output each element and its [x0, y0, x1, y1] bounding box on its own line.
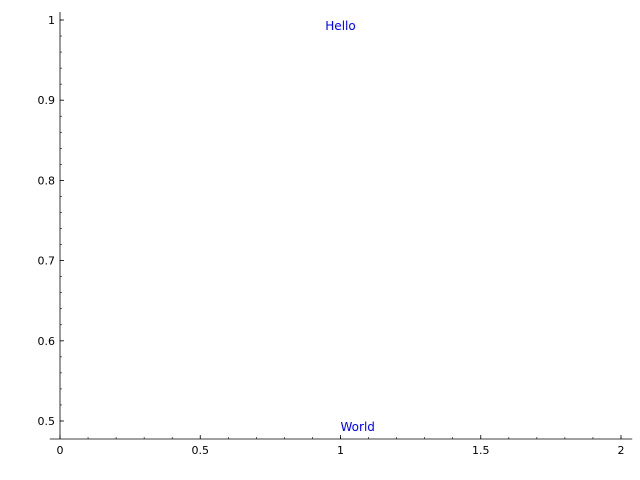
x-tick-label: 2 [618, 444, 625, 457]
y-tick-label: 0.5 [38, 415, 56, 428]
annotation-text: World [341, 420, 375, 434]
y-tick-label: 1 [48, 14, 55, 27]
x-tick-label: 0.5 [192, 444, 210, 457]
y-tick-label: 0.8 [38, 174, 56, 187]
annotation-text: Hello [325, 19, 355, 33]
y-tick-label: 0.9 [38, 94, 56, 107]
x-tick-label: 1.5 [472, 444, 490, 457]
x-tick-label: 1 [337, 444, 344, 457]
x-tick-label: 0 [57, 444, 64, 457]
y-tick-label: 0.7 [38, 255, 56, 268]
y-tick-label: 0.6 [38, 335, 56, 348]
